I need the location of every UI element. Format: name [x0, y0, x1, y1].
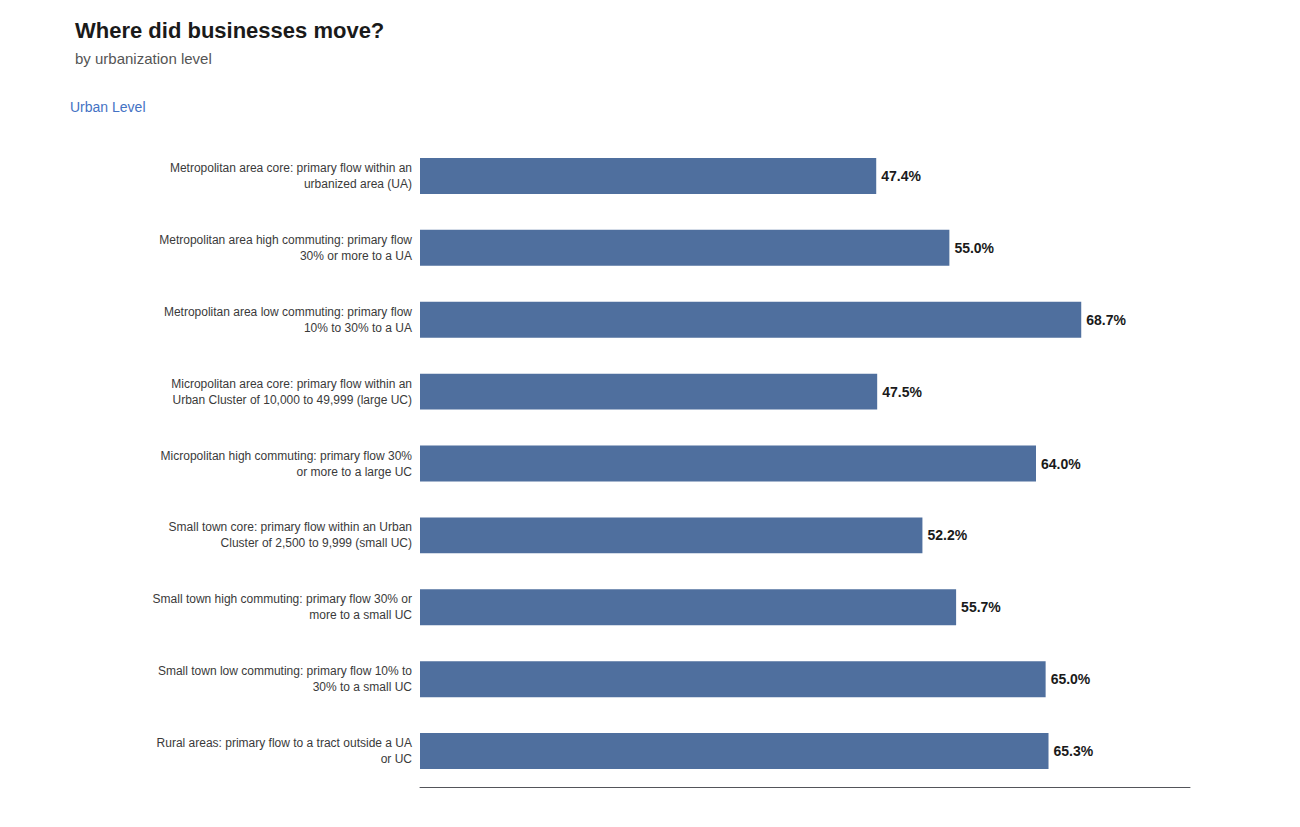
svg-text:64.0%: 64.0%: [1041, 456, 1081, 472]
svg-text:more to a small UC: more to a small UC: [309, 608, 412, 622]
svg-text:55.0%: 55.0%: [954, 240, 994, 256]
svg-text:Metropolitan area low commutin: Metropolitan area low commuting: primary…: [164, 305, 412, 319]
svg-text:Where did businesses move?: Where did businesses move?: [75, 18, 384, 43]
svg-text:Rural areas: primary flow to a: Rural areas: primary flow to a tract out…: [157, 736, 412, 750]
svg-text:47.5%: 47.5%: [882, 384, 922, 400]
svg-text:Small town high commuting: pri: Small town high commuting: primary flow …: [153, 592, 412, 606]
svg-text:Small town core: primary flow: Small town core: primary flow within an …: [169, 520, 412, 534]
svg-text:Urban Cluster of 10,000 to 49,: Urban Cluster of 10,000 to 49,999 (large…: [173, 393, 412, 407]
svg-text:or UC: or UC: [381, 752, 413, 766]
svg-text:30% to a small UC: 30% to a small UC: [313, 680, 413, 694]
svg-text:55.7%: 55.7%: [961, 599, 1001, 615]
svg-text:by urbanization level: by urbanization level: [75, 50, 212, 67]
svg-text:65.3%: 65.3%: [1054, 743, 1094, 759]
svg-text:urbanized area (UA): urbanized area (UA): [304, 177, 412, 191]
svg-text:Metropolitan area high commuti: Metropolitan area high commuting: primar…: [159, 233, 412, 247]
svg-text:Micropolitan high commuting: p: Micropolitan high commuting: primary flo…: [161, 449, 413, 463]
svg-text:47.4%: 47.4%: [881, 168, 921, 184]
svg-text:Micropolitan area core: primar: Micropolitan area core: primary flow wit…: [171, 377, 412, 391]
svg-text:30% or more to a UA: 30% or more to a UA: [300, 249, 412, 263]
svg-text:Metropolitan area core: primar: Metropolitan area core: primary flow wit…: [170, 161, 412, 175]
svg-text:Urban Level: Urban Level: [70, 99, 146, 115]
svg-text:Cluster of 2,500 to 9,999 (sma: Cluster of 2,500 to 9,999 (small UC): [221, 536, 412, 550]
svg-text:68.7%: 68.7%: [1086, 312, 1126, 328]
svg-text:52.2%: 52.2%: [927, 527, 967, 543]
svg-text:10% to 30% to a UA: 10% to 30% to a UA: [304, 321, 412, 335]
svg-text:65.0%: 65.0%: [1051, 671, 1091, 687]
svg-text:Small town low commuting: prim: Small town low commuting: primary flow 1…: [158, 664, 412, 678]
svg-text:or more to a large UC: or more to a large UC: [297, 465, 413, 479]
